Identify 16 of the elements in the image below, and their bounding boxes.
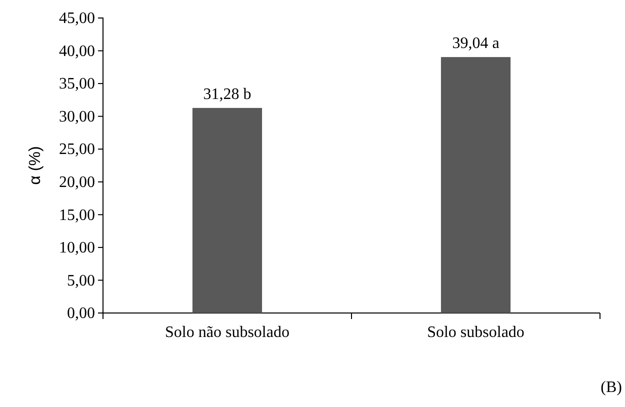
text: (B) [600, 379, 622, 396]
y-tick-label: 35,00 [59, 76, 95, 93]
y-tick-label: 10,00 [59, 240, 95, 257]
y-tick-label: 40,00 [59, 42, 95, 60]
y-tick-label: 20,00 [59, 174, 95, 192]
data-label: 31,28 b [203, 86, 252, 103]
y-tick-label: 0,00 [67, 305, 95, 322]
y-tick-label: 15,00 [59, 206, 95, 224]
x-tick-label: Solo subsolado [427, 324, 524, 341]
x-tick-label: Solo não subsolado [165, 324, 290, 341]
y-tick-label: 30,00 [59, 108, 95, 126]
y-axis-title: α (%) [27, 146, 44, 185]
y-tick-label: 25,00 [59, 141, 95, 158]
y-tick-label: 45,00 [59, 10, 95, 28]
y-tick-label: 5,00 [67, 272, 95, 290]
data-label: 39,04 a [452, 35, 500, 52]
